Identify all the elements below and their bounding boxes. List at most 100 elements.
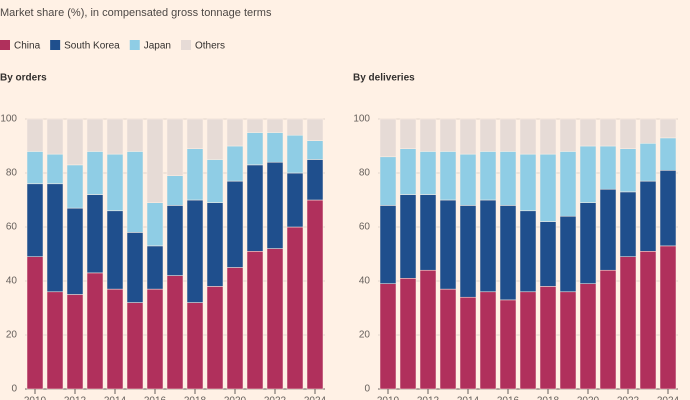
bar-segment (559, 151, 577, 217)
bar-segment (439, 151, 457, 201)
bar-segment (306, 199, 324, 390)
bar-segment (419, 151, 437, 195)
bar-segment (106, 210, 124, 290)
bar-segment (266, 161, 284, 249)
bar-segment (479, 118, 497, 152)
bar-segment (659, 118, 677, 139)
bar-segment (519, 153, 537, 212)
legend-label: Japan (144, 41, 171, 52)
bar-segment (186, 148, 204, 201)
bar-segment (579, 118, 597, 147)
bar-segment (499, 118, 517, 152)
y-tick-label: 20 (359, 330, 371, 341)
bar-segment (399, 278, 417, 390)
bar-segment (539, 286, 557, 390)
bar-segment (619, 256, 637, 390)
x-tick-label: 2016 (144, 396, 167, 400)
bar-segment (166, 275, 184, 390)
bar-segment (459, 205, 477, 298)
bar-segment (286, 118, 304, 136)
bar-segment (66, 118, 84, 166)
bar-segment (66, 294, 84, 390)
bar-segment (379, 283, 397, 390)
bar-segment (86, 151, 104, 195)
bar-segment (26, 256, 44, 390)
bar-segment (439, 118, 457, 152)
bar-segment (206, 159, 224, 203)
bar-segment (379, 156, 397, 206)
bar-segment (266, 118, 284, 133)
bar-segment (266, 248, 284, 390)
bar-segment (26, 183, 44, 257)
bar-segment (499, 151, 517, 206)
bar-segment (419, 269, 437, 390)
bar-segment (479, 199, 497, 293)
bar-segment (399, 118, 417, 149)
y-tick-label: 100 (0, 114, 17, 125)
bar-segment (639, 251, 657, 390)
x-tick-label: 2018 (184, 396, 207, 400)
bar-segment (659, 137, 677, 171)
y-tick-label: 60 (6, 222, 18, 233)
bar-segment (86, 194, 104, 274)
bar-segment (286, 134, 304, 174)
bar-segment (499, 299, 517, 390)
bar-segment (659, 245, 677, 390)
bar-segment (659, 170, 677, 247)
bar-segment (639, 118, 657, 144)
bar-segment (46, 183, 64, 293)
x-tick-label: 2024 (304, 396, 327, 400)
bar-segment (479, 291, 497, 390)
bar-segment (399, 194, 417, 279)
bar-segment (66, 164, 84, 209)
bar-segment (559, 215, 577, 293)
bar-segment (126, 232, 144, 303)
y-tick-label: 100 (353, 114, 370, 125)
bar-segment (619, 191, 637, 257)
bar-segment (286, 172, 304, 228)
bar-segment (106, 288, 124, 390)
bar-segment (86, 272, 104, 390)
legend-label: South Korea (64, 41, 120, 52)
bar-segment (539, 221, 557, 287)
bar-segment (619, 118, 637, 149)
bar-segment (599, 188, 617, 271)
y-tick-label: 20 (6, 330, 18, 341)
y-tick-label: 40 (359, 276, 371, 287)
bar-segment (459, 118, 477, 155)
y-tick-label: 80 (359, 168, 371, 179)
bar-segment (166, 118, 184, 176)
legend-swatch (50, 40, 61, 50)
legend-swatch (129, 40, 140, 50)
x-tick-label: 2022 (264, 396, 287, 400)
bar-segment (559, 291, 577, 390)
bar-segment (106, 118, 124, 155)
subtitle: Market share (%), in compensated gross t… (0, 7, 272, 19)
bar-segment (126, 118, 144, 152)
bar-segment (266, 132, 284, 163)
bar-segment (306, 118, 324, 141)
bar-segment (46, 291, 64, 390)
x-tick-label: 2024 (657, 396, 680, 400)
bar-segment (519, 210, 537, 293)
panel-title: By orders (0, 73, 47, 84)
y-tick-label: 60 (359, 222, 371, 233)
bar-segment (459, 296, 477, 390)
bar-segment (559, 118, 577, 152)
bar-segment (146, 202, 164, 247)
bar-segment (619, 148, 637, 193)
bar-segment (246, 164, 264, 252)
bar-segment (166, 175, 184, 206)
x-tick-label: 2020 (224, 396, 247, 400)
bar-segment (146, 118, 164, 203)
y-tick-label: 0 (364, 384, 370, 395)
bar-segment (539, 118, 557, 155)
bar-segment (46, 153, 64, 185)
bar-segment (226, 267, 244, 390)
x-tick-label: 2010 (24, 396, 47, 400)
bar-segment (146, 245, 164, 290)
bar-segment (186, 118, 204, 149)
bar-segment (439, 199, 457, 290)
